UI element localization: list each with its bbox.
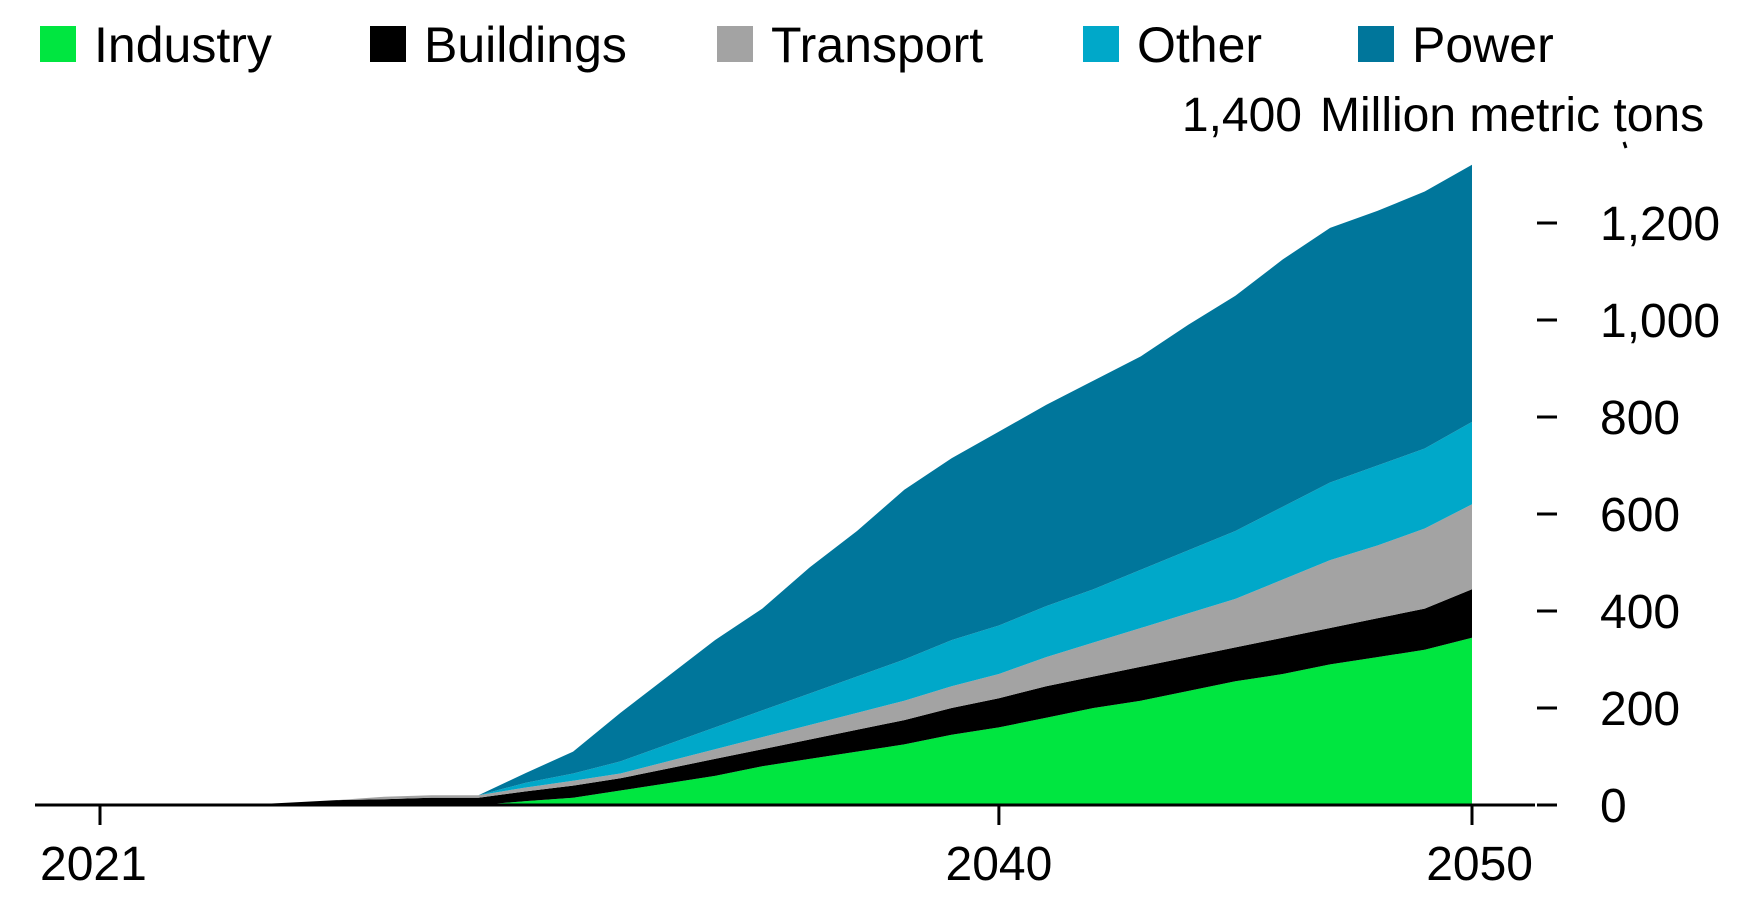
legend-swatch-buildings — [370, 26, 406, 62]
legend-label-buildings: Buildings — [424, 17, 627, 73]
x-tick-label-2021: 2021 — [40, 838, 147, 891]
x-tick-label-2040: 2040 — [946, 838, 1053, 891]
y-tick-label-1400: 1,400 — [1182, 89, 1302, 142]
legend-swatch-transport — [717, 26, 753, 62]
legend-swatch-power — [1358, 26, 1394, 62]
legend-label-other: Other — [1137, 17, 1262, 73]
axes: 2021 2040 2050 0 200 400 600 800 1,000 1,200 1,400 — [35, 89, 1720, 891]
legend-label-power: Power — [1412, 17, 1554, 73]
area-industry — [100, 637, 1472, 805]
y-tick-1400 — [1622, 141, 1628, 149]
x-tick-label-2050: 2050 — [1426, 838, 1533, 891]
legend-label-industry: Industry — [94, 17, 272, 73]
y-tick-label-1000: 1,000 — [1600, 295, 1720, 348]
legend-swatch-industry — [40, 26, 76, 62]
legend-label-transport: Transport — [771, 17, 983, 73]
y-tick-label-800: 800 — [1600, 392, 1680, 445]
area-power — [100, 164, 1472, 806]
y-axis-unit-label: Million metric tons — [1320, 89, 1704, 142]
legend: Industry Buildings Transport Other Power — [40, 17, 1554, 73]
legend-swatch-other — [1083, 26, 1119, 62]
area-other — [100, 421, 1472, 805]
y-tick-label-400: 400 — [1600, 586, 1680, 639]
y-tick-label-200: 200 — [1600, 683, 1680, 736]
area-transport — [100, 504, 1472, 805]
area-buildings — [100, 589, 1472, 805]
y-tick-label-0: 0 — [1600, 780, 1627, 833]
y-tick-label-1200: 1,200 — [1600, 198, 1720, 251]
stacked-areas — [100, 164, 1472, 806]
y-tick-label-600: 600 — [1600, 489, 1680, 542]
